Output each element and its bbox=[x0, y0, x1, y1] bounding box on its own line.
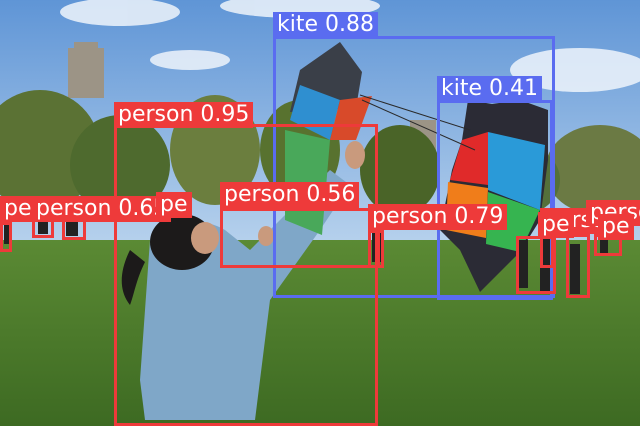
detection-label-person: person 0.65 bbox=[32, 196, 172, 222]
detection-label-person: person 0.95 bbox=[114, 102, 254, 128]
detection-label-person: pe bbox=[598, 214, 634, 240]
detection-label-kite: kite 0.41 bbox=[437, 76, 542, 102]
detection-label-kite: kite 0.88 bbox=[273, 12, 378, 38]
detection-label-person: pe bbox=[156, 192, 192, 218]
detection-label-person: pe bbox=[0, 196, 36, 222]
detection-label-person: pe bbox=[538, 212, 574, 238]
kite-strings bbox=[359, 94, 476, 151]
person-main bbox=[121, 141, 365, 420]
detection-label-person: person 0.56 bbox=[220, 182, 360, 208]
grass bbox=[0, 240, 640, 426]
detection-label-person: person 0.79 bbox=[368, 204, 508, 230]
